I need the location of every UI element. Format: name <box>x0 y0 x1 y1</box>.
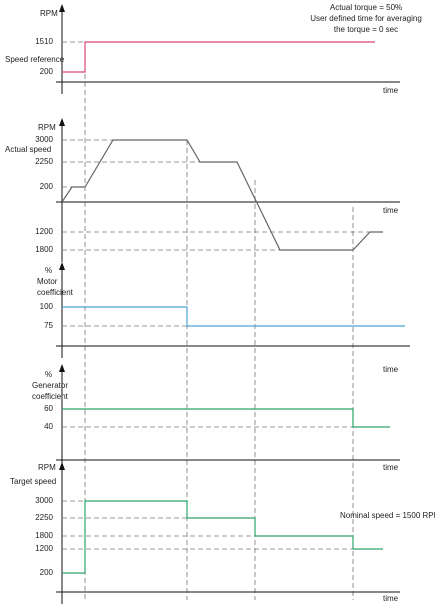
axis-arrow <box>59 462 65 470</box>
signal-trace <box>61 139 383 251</box>
tick-label: 1510 <box>35 37 53 46</box>
unit-label: % <box>45 370 52 379</box>
time-label: time <box>383 206 399 215</box>
time-markers <box>84 42 354 600</box>
tick-label: 1200 <box>35 227 53 236</box>
axis-arrow <box>59 262 65 270</box>
tick-label: 3000 <box>35 135 53 144</box>
tick-label: 100 <box>40 302 54 311</box>
tick-label: 1800 <box>35 245 53 254</box>
tick-label: 200 <box>40 182 54 191</box>
tick-label: 200 <box>40 67 54 76</box>
tick-label: 40 <box>44 422 53 431</box>
panel-label: Speed reference <box>5 55 65 64</box>
tick-label: 1200 <box>35 544 53 553</box>
panel-label: Generator <box>32 381 68 390</box>
note-line: Actual torque = 50% <box>330 3 402 12</box>
tick-label: 60 <box>44 404 53 413</box>
axis-arrow <box>59 4 65 12</box>
unit-label: RPM <box>38 463 56 472</box>
panel-label: Target speed <box>10 477 56 486</box>
note-line: the torque = 0 sec <box>334 25 398 34</box>
panel-label: Actual speed <box>5 145 51 154</box>
time-label: time <box>383 594 399 603</box>
axis-arrow <box>59 364 65 372</box>
signal-trace <box>62 306 405 327</box>
panel-label: coefficient <box>32 392 69 401</box>
signal-trace <box>62 408 390 428</box>
tick-label: 2250 <box>35 157 53 166</box>
time-label: time <box>383 463 399 472</box>
axis-arrow <box>59 118 65 126</box>
unit-label: RPM <box>40 9 58 18</box>
signal-trace <box>62 41 375 73</box>
tick-label: 2250 <box>35 513 53 522</box>
tick-label: 75 <box>44 321 53 330</box>
note-line: User defined time for averaging <box>310 14 422 23</box>
signal-trace <box>62 500 383 574</box>
panel-label: Motor <box>37 277 58 286</box>
annotation: Nominal speed = 1500 RPM <box>340 511 435 520</box>
tick-label: 1800 <box>35 531 53 540</box>
unit-label: RPM <box>38 123 56 132</box>
panel-label: coefficient <box>37 288 74 297</box>
unit-label: % <box>45 266 52 275</box>
tick-label: 3000 <box>35 496 53 505</box>
time-label: time <box>383 86 399 95</box>
tick-label: 200 <box>40 568 54 577</box>
time-label: time <box>383 365 399 374</box>
